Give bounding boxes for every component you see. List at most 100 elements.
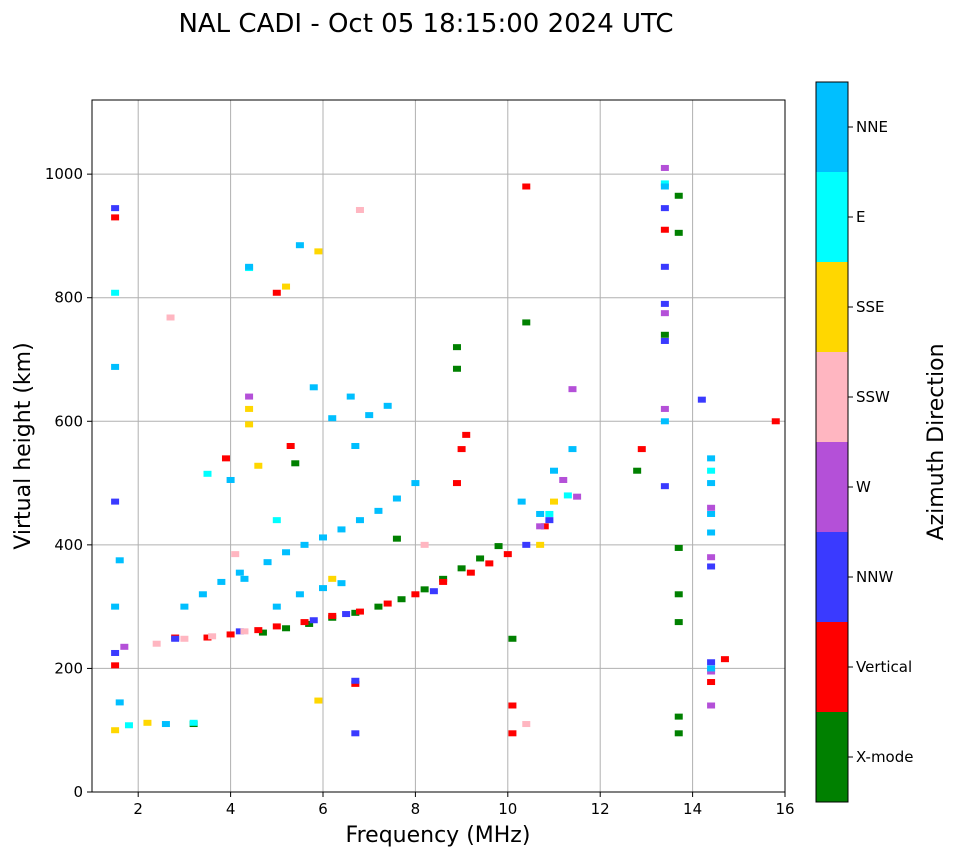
data-point-x-mode (397, 596, 406, 603)
data-point-x-mode (674, 544, 683, 551)
data-point-nne (198, 591, 207, 598)
data-point-nne (111, 603, 120, 610)
data-point-nne (411, 480, 420, 487)
data-point-nne (235, 569, 244, 576)
data-point-sse (254, 462, 263, 469)
data-point-nnw (342, 611, 351, 618)
x-tick-label: 4 (226, 800, 236, 818)
data-point-vertical (707, 679, 716, 686)
colorbar-tick-label: E (856, 208, 865, 226)
colorbar-segment-x-mode (816, 712, 848, 802)
data-point-e (189, 719, 198, 726)
data-point-vertical (771, 418, 780, 425)
data-point-w (573, 493, 582, 500)
data-point-vertical (462, 431, 471, 438)
data-points (111, 164, 780, 737)
data-point-vertical (508, 702, 517, 709)
y-tick-label: 400 (54, 536, 83, 554)
data-point-w (559, 476, 568, 483)
data-point-w (568, 386, 577, 393)
data-point-nnw (660, 300, 669, 307)
data-point-sse (314, 697, 323, 704)
colorbar-tick-label: X-mode (856, 748, 913, 766)
colorbar-segment-nnw (816, 532, 848, 622)
data-point-vertical (637, 446, 646, 453)
data-point-nne (111, 363, 120, 370)
colorbar-segment-e (816, 172, 848, 262)
colorbar-tick-label: SSE (856, 298, 885, 316)
data-point-vertical (452, 480, 461, 487)
data-point-nnw (660, 337, 669, 344)
data-point-sse (143, 719, 152, 726)
data-point-vertical (286, 443, 295, 449)
data-point-nnw (111, 498, 120, 505)
data-point-nne (374, 507, 383, 514)
data-point-x-mode (439, 575, 448, 582)
x-tick-label: 16 (775, 800, 794, 818)
data-point-ssw (522, 721, 531, 728)
data-point-nne (337, 580, 346, 587)
data-point-nne (295, 591, 304, 598)
x-axis-label: Frequency (MHz) (346, 823, 531, 848)
colorbar-tick-label: W (856, 478, 871, 496)
data-point-x-mode (291, 460, 300, 467)
data-point-x-mode (522, 319, 531, 326)
x-tick-label: 8 (411, 800, 421, 818)
data-point-ssw (420, 541, 429, 548)
data-point-vertical (300, 619, 309, 626)
data-point-vertical (111, 662, 120, 669)
data-point-nne (309, 384, 318, 391)
data-point-e (124, 722, 133, 729)
data-point-sse (328, 575, 337, 582)
data-point-w (660, 164, 669, 171)
data-point-x-mode (674, 229, 683, 236)
data-point-sse (282, 283, 291, 290)
data-point-x-mode (674, 192, 683, 199)
data-point-x-mode (258, 629, 267, 636)
data-point-vertical (111, 214, 120, 221)
data-point-x-mode (494, 543, 503, 550)
data-point-nne (337, 526, 346, 533)
data-point-nnw (351, 730, 360, 737)
data-point-nnw (429, 588, 438, 595)
data-point-nne (707, 480, 716, 487)
data-point-w (660, 310, 669, 317)
data-point-nne (263, 559, 272, 566)
colorbar: X-mode Vertical NNW W SSW SSE E NNE (815, 81, 913, 803)
colorbar-label: Azimuth Direction (924, 343, 949, 540)
data-point-nne (295, 242, 304, 249)
data-point-x-mode (351, 609, 360, 616)
colorbar-tick-label: NNW (856, 568, 893, 586)
data-point-x-mode (452, 365, 461, 372)
data-point-nne (272, 603, 281, 610)
y-tick-label: 800 (54, 289, 83, 307)
y-tick-label: 1000 (45, 165, 83, 183)
data-point-x-mode (374, 603, 383, 610)
data-point-nne (161, 721, 170, 728)
data-point-nne (383, 402, 392, 409)
data-point-vertical (383, 600, 392, 607)
data-point-vertical (328, 612, 337, 619)
data-point-nnw (660, 483, 669, 490)
data-point-ssw (231, 551, 240, 558)
data-point-sse (245, 421, 254, 428)
data-point-nne (180, 603, 189, 610)
data-point-x-mode (674, 619, 683, 626)
data-point-nne (660, 418, 669, 425)
x-tick-label: 2 (133, 800, 143, 818)
data-point-nne (536, 510, 545, 517)
data-point-x-mode (508, 635, 517, 642)
data-point-nne (217, 578, 226, 585)
data-point-nne (282, 549, 291, 556)
data-point-x-mode (452, 344, 461, 351)
data-point-vertical (254, 627, 263, 634)
data-point-ssw (166, 314, 175, 321)
data-point-vertical (411, 591, 420, 598)
data-point-x-mode (674, 713, 683, 720)
data-point-nne (707, 529, 716, 536)
data-point-vertical (540, 523, 549, 530)
data-point-w (707, 702, 716, 709)
colorbar-segment-sse (816, 262, 848, 352)
colorbar-tick-label: Vertical (856, 658, 912, 676)
